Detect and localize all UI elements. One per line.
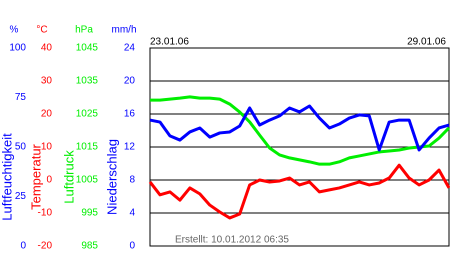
- y-tick-label: 16: [124, 109, 136, 120]
- axis-unit: hPa: [75, 25, 93, 36]
- axis-title: Niederschlag: [104, 139, 119, 215]
- y-tick-label: -10: [38, 208, 53, 219]
- y-tick-label: 40: [41, 43, 53, 54]
- y-tick-label: 75: [15, 92, 27, 103]
- y-tick-label: 1015: [76, 142, 99, 153]
- y-tick-label: 24: [124, 43, 136, 54]
- y-tick-label: 1025: [76, 109, 99, 120]
- series-line: [149, 104, 450, 152]
- axis-unit: °C: [36, 25, 47, 36]
- start-date: 23.01.06: [150, 37, 189, 48]
- y-tick-label: 30: [41, 76, 53, 87]
- y-tick-label: 995: [81, 208, 98, 219]
- y-tick-label: 12: [124, 142, 136, 153]
- footer: Erstellt: 10.01.2012 06:35: [175, 235, 289, 246]
- y-tick-label: 0: [46, 175, 52, 186]
- y-tick-label: 1035: [76, 76, 99, 87]
- y-tick-label: 1045: [76, 43, 99, 54]
- y-tick-label: 4: [129, 208, 135, 219]
- series-line: [150, 95, 450, 166]
- y-tick-label: 8: [129, 175, 135, 186]
- y-tick-label: -20: [38, 241, 53, 250]
- y-tick-label: 0: [129, 241, 135, 250]
- axis-title: Luftdruck: [61, 150, 76, 204]
- y-tick-label: 20: [124, 76, 136, 87]
- y-tick-label: 0: [20, 241, 26, 250]
- y-tick-label: 985: [81, 241, 98, 250]
- y-tick-label: 50: [15, 142, 27, 153]
- end-date: 29.01.06: [407, 37, 446, 48]
- y-tick-label: 20: [41, 109, 53, 120]
- axis-unit: %: [10, 25, 19, 36]
- y-tick-label: 100: [9, 43, 26, 54]
- axis-title: Temperatur: [28, 143, 43, 209]
- y-tick-label: 10: [41, 142, 53, 153]
- series-line: [148, 163, 450, 220]
- axis-unit: mm/h: [112, 25, 137, 36]
- axis-title: Luftfeuchtigkeit: [0, 133, 14, 221]
- y-tick-label: 25: [15, 191, 27, 202]
- y-tick-label: 1005: [76, 175, 99, 186]
